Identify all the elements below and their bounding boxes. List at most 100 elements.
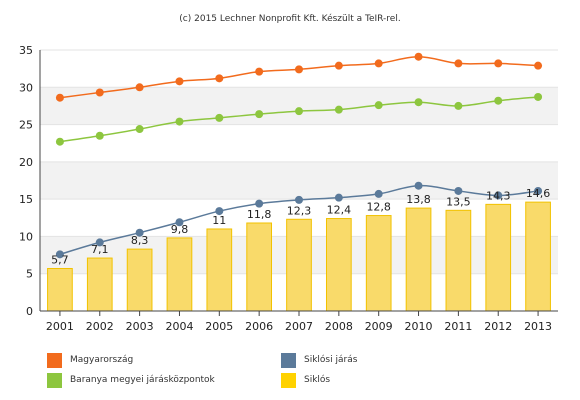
series-point-siklosi-jaras [215,207,224,216]
series-point-magyarorszag [95,88,104,97]
x-tick-label: 2002 [86,320,114,333]
bar-data-label: 12,4 [327,204,352,217]
x-tick-label: 2005 [205,320,233,333]
y-tick-label: 20 [19,156,33,169]
series-point-magyarorszag [334,61,343,70]
legend-item-magyarorszag[interactable]: Magyarország [47,352,133,368]
bar-data-label: 7,1 [91,243,109,256]
legend-item-siklos[interactable]: Siklós [281,372,330,388]
y-tick-label: 15 [19,193,33,206]
series-point-baranya-megyei-jaraskozpontok [534,92,543,101]
series-point-siklosi-jaras [135,228,144,237]
series-point-magyarorszag [295,65,303,74]
x-tick-label: 2003 [126,320,154,333]
bar-data-label: 14,3 [486,189,511,202]
series-point-baranya-megyei-jaraskozpontok [135,125,144,134]
series-point-siklosi-jaras [494,191,503,200]
bar-siklos [206,228,233,312]
x-tick-label: 2013 [524,320,552,333]
series-point-siklosi-jaras [374,189,383,198]
y-tick-label: 35 [19,44,33,57]
chart-title: (c) 2015 Lechner Nonprofit Kft. Készült … [179,13,400,24]
x-tick-label: 2006 [245,320,273,333]
series-point-magyarorszag [534,61,543,70]
bar-siklos [365,215,392,312]
legend: Magyarország Siklósi járás Baranya megye… [0,340,580,400]
series-point-magyarorszag [175,77,184,86]
series-point-baranya-megyei-jaraskozpontok [295,107,303,116]
series-point-baranya-megyei-jaraskozpontok [175,117,184,126]
legend-swatch-siklosi-jaras [281,352,296,368]
series-point-siklosi-jaras [95,238,104,247]
bar-siklos [405,207,432,312]
bar-data-label: 11 [212,214,226,227]
series-point-baranya-megyei-jaraskozpontok [255,110,264,119]
series-point-magyarorszag [374,59,383,68]
bar-siklos [246,222,273,312]
legend-swatch-magyarorszag [47,352,62,368]
bar-siklos [325,218,352,312]
bar-data-label: 5,7 [51,253,69,266]
bar-data-label: 12,8 [366,201,391,214]
x-tick-label: 2001 [46,320,74,333]
series-point-magyarorszag [135,83,144,92]
bar-siklos [126,248,153,312]
bar-data-label: 13,8 [406,193,431,206]
series-point-magyarorszag [215,74,224,83]
legend-item-siklosi-jaras[interactable]: Siklósi járás [281,352,357,368]
bar-siklos [445,209,472,312]
series-point-siklosi-jaras [534,186,543,195]
x-tick-label: 2012 [484,320,512,333]
bar-siklos [286,218,312,312]
x-tick-label: 2004 [165,320,193,333]
legend-label: Baranya megyei járásközpontok [70,375,215,385]
y-tick-label: 10 [19,230,33,243]
series-point-baranya-megyei-jaraskozpontok [454,101,463,110]
x-tick-label: 2010 [405,320,433,333]
bar-data-label: 9,8 [171,223,189,236]
y-tick-label: 25 [19,119,33,132]
series-point-siklosi-jaras [175,218,184,227]
legend-swatch-baranya [47,372,62,388]
legend-item-baranya[interactable]: Baranya megyei járásközpontok [47,372,215,388]
x-tick-label: 2008 [325,320,353,333]
series-point-baranya-megyei-jaraskozpontok [215,113,224,122]
series-point-magyarorszag [55,93,64,102]
bar-siklos [485,203,512,312]
series-point-magyarorszag [494,59,503,68]
bar-data-label: 12,3 [287,204,312,217]
legend-label: Siklósi járás [304,355,358,365]
bar-data-label: 14,6 [526,187,551,200]
y-tick-label: 5 [26,268,33,281]
bar-siklos [166,237,193,312]
series-point-siklosi-jaras [454,186,463,195]
series-point-baranya-megyei-jaraskozpontok [55,137,64,146]
bar-siklos [525,201,551,312]
bar-data-label: 8,3 [131,234,149,247]
series-point-siklosi-jaras [255,199,264,208]
series-point-siklosi-jaras [55,250,64,259]
x-tick-label: 2007 [285,320,313,333]
series-point-magyarorszag [414,52,423,61]
series-point-baranya-megyei-jaraskozpontok [494,96,503,105]
legend-label: Magyarország [70,355,134,365]
series-point-baranya-megyei-jaraskozpontok [414,98,423,107]
legend-swatch-siklos [281,372,296,388]
bar-data-label: 11,8 [247,208,272,221]
series-point-siklosi-jaras [295,195,303,204]
x-tick-label: 2011 [444,320,472,333]
series-point-siklosi-jaras [334,193,343,202]
series-point-baranya-megyei-jaraskozpontok [95,131,104,140]
chart-svg: (c) 2015 Lechner Nonprofit Kft. Készült … [19,13,558,333]
plot-area: 0 5 10 15 20 25 30 35 2001 2002 2003 2004 2005 2006 20… [19,44,558,333]
y-tick-label: 0 [26,305,33,318]
series-point-magyarorszag [255,67,264,76]
x-tick-label: 2009 [365,320,393,333]
bar-siklos [47,267,73,312]
bar-siklos [86,257,113,312]
y-tick-label: 30 [19,81,33,94]
bar-data-label: 13,5 [446,195,471,208]
series-point-siklosi-jaras [414,181,423,190]
legend-label: Siklós [304,375,331,385]
